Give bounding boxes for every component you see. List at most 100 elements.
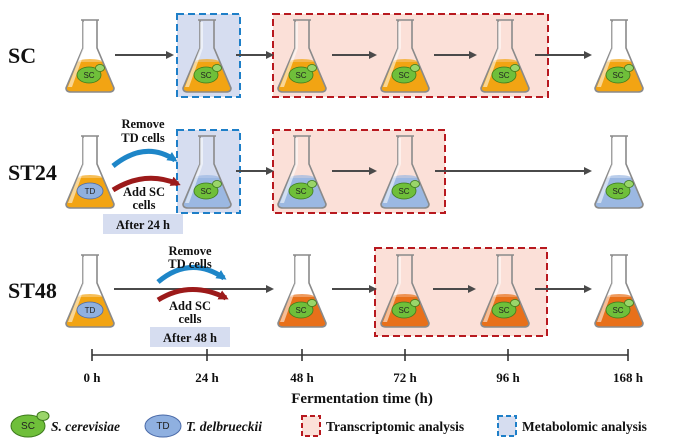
flask-broth-surface (392, 175, 418, 181)
flask-st24-72h: SC (380, 135, 430, 209)
flask-sc-24h: SC (182, 19, 232, 93)
flask-highlight (185, 138, 203, 203)
sc-cell-icon (391, 66, 417, 84)
row-label-st24: ST24 (8, 160, 57, 185)
flask-highlight (68, 257, 86, 322)
flask-st48-48h: SC (277, 254, 327, 328)
after-24-badge (103, 214, 183, 234)
sc-bud-icon (624, 64, 634, 72)
sc-bud-icon (212, 180, 222, 188)
flask-sc-72h: SC (380, 19, 430, 93)
add-sc-note-st24-line1: Add SC (123, 185, 165, 199)
flask-highlight (280, 257, 298, 322)
flask-highlight (68, 22, 86, 87)
axis-tick-label: 48 h (290, 370, 314, 385)
sc-cell-icon (491, 66, 517, 84)
add-sc-arrow-st24 (111, 175, 181, 193)
flask-highlight (483, 257, 501, 322)
remove-td-arrow-st48 (156, 264, 227, 284)
td-cell-label: TD (85, 187, 96, 196)
axis-tick-label: 24 h (195, 370, 219, 385)
flask-glass (182, 135, 232, 209)
remove-td-note-st48-line1: Remove (168, 244, 211, 258)
flask-sc-168h: SC (594, 19, 644, 93)
flask-glass (380, 135, 430, 209)
sc-cell-icon (391, 182, 417, 200)
sc-bud-icon (410, 299, 420, 307)
flask-glass (182, 19, 232, 93)
add-sc-note-st48-line1: Add SC (169, 299, 211, 313)
sc-bud-icon (624, 180, 634, 188)
row-label-sc: SC (8, 43, 36, 68)
flask-glass (594, 254, 644, 328)
legend-sc-bud-icon (36, 411, 50, 421)
flask-highlight (383, 257, 401, 322)
flask-highlight (280, 138, 298, 203)
sc-cell-icon (605, 301, 631, 319)
flask-broth-surface (289, 175, 315, 181)
flask-glass (65, 254, 115, 328)
flask-broth-surface (77, 59, 103, 65)
sc-bud-icon (95, 64, 105, 72)
legend-sc-cell-label: SC (21, 421, 35, 432)
flask-sc-96h: SC (480, 19, 530, 93)
flask-st48-72h: SC (380, 254, 430, 328)
legend-td-cell-icon (144, 414, 182, 438)
sc-bud-icon (410, 64, 420, 72)
sc-cell-icon (605, 182, 631, 200)
sc-bud-icon (510, 64, 520, 72)
sc-cell-label: SC (295, 71, 306, 80)
sc-cell-label: SC (612, 306, 623, 315)
after-48-badge (150, 327, 230, 347)
sc-cell-label: SC (612, 187, 623, 196)
flask-layer: SC SC SC SC SC SC TD SC SC SC SC TD SC SC SC SC (65, 19, 644, 328)
flask-st24-0h: TD (65, 135, 115, 209)
flask-st48-168h: SC (594, 254, 644, 328)
sc-cell-icon (491, 301, 517, 319)
flask-highlight (280, 22, 298, 87)
legend-metabolomic-swatch (497, 415, 517, 437)
flask-st24-168h: SC (594, 135, 644, 209)
legend-sc-cell-icon (10, 414, 46, 438)
add-sc-arrow-st48 (156, 287, 229, 303)
legend-transcriptomic-swatch (301, 415, 321, 437)
flask-glass (480, 254, 530, 328)
flask-broth-surface (194, 175, 220, 181)
flask-broth-surface (77, 175, 103, 181)
sc-cell-icon (391, 301, 417, 319)
legend-td-name: T. delbrueckii (186, 419, 262, 434)
sc-cell-icon (288, 182, 314, 200)
sc-bud-icon (510, 299, 520, 307)
sc-cell-label: SC (612, 71, 623, 80)
flask-highlight (185, 22, 203, 87)
sc-cell-label: SC (200, 187, 211, 196)
flask-broth-surface (194, 59, 220, 65)
flask-glass (277, 135, 327, 209)
sc-bud-icon (212, 64, 222, 72)
td-cell-label: TD (85, 306, 96, 315)
sc-cell-label: SC (200, 71, 211, 80)
axis-title: Fermentation time (h) (291, 391, 433, 407)
sc-cell-icon (193, 66, 219, 84)
flask-highlight (383, 138, 401, 203)
flask-broth-surface (392, 59, 418, 65)
axis-tick-label: 0 h (84, 370, 102, 385)
row-label-st48: ST48 (8, 278, 57, 303)
axis-tick-label: 168 h (613, 370, 644, 385)
flask-broth-surface (492, 59, 518, 65)
axis-tick-label: 96 h (496, 370, 520, 385)
td-cell-icon (76, 301, 104, 319)
legend-transcriptomic-label: Transcriptomic analysis (326, 419, 464, 434)
flask-glass (65, 19, 115, 93)
sc-cell-label: SC (295, 306, 306, 315)
sc-cell-icon (76, 66, 102, 84)
sc-cell-label: SC (398, 306, 409, 315)
sc-bud-icon (307, 64, 317, 72)
flask-highlight (68, 138, 86, 203)
after-48-label: After 48 h (163, 331, 217, 345)
td-cell-icon (76, 182, 104, 200)
add-sc-note-st48-line2: cells (179, 312, 202, 326)
flask-broth-surface (289, 59, 315, 65)
